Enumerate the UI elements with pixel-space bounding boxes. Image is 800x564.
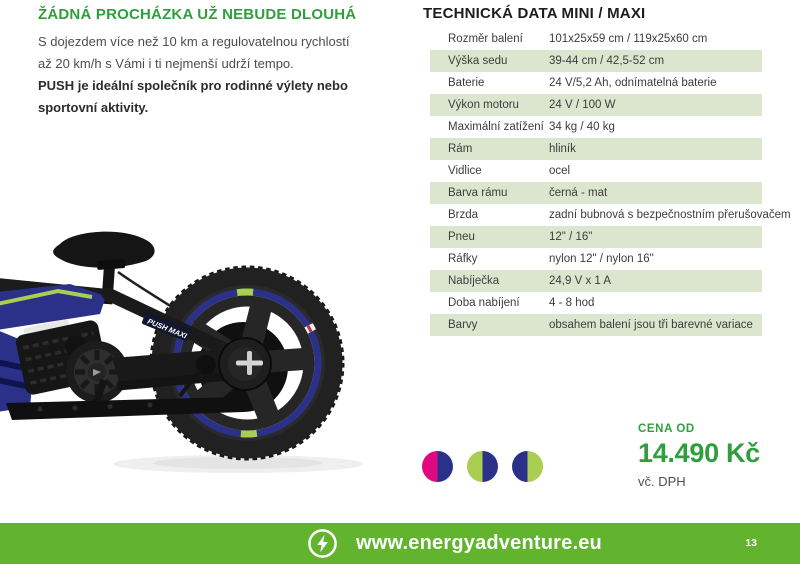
spec-label: Výška sedu [448,55,508,67]
spec-value: 24,9 V x 1 A [549,275,612,287]
spec-value: černá - mat [549,187,608,199]
color-swatch-lime-blue [467,451,498,482]
specs-title: TECHNICKÁ DATA MINI / MAXI [423,5,646,22]
table-row: Nabíječka 24,9 V x 1 A [430,270,762,292]
spec-label: Pneu [448,231,475,243]
table-row: Vidlice ocel [430,160,762,182]
price-label: CENA OD [638,423,695,435]
table-row: Baterie 24 V/5,2 Ah, odnímatelná baterie [430,72,762,94]
website-url[interactable]: www.energyadventure.eu [356,532,602,554]
spec-value: 101x25x59 cm / 119x25x60 cm [549,33,708,45]
table-row: Barva rámu černá - mat [430,182,762,204]
table-row: Doba nabíjení 4 - 8 hod [430,292,762,314]
table-row: Rozměr balení 101x25x59 cm / 119x25x60 cm [430,28,762,50]
spec-label: Barva rámu [448,187,508,199]
spec-label: Výkon motoru [448,99,519,111]
spec-label: Maximální zatížení [448,121,544,133]
spec-label: Barvy [448,319,478,331]
price-vat-note: vč. DPH [638,474,686,489]
spec-value: 39-44 cm / 42,5-52 cm [549,55,665,67]
spec-value: 4 - 8 hod [549,297,595,309]
spec-label: Ráfky [448,253,478,265]
table-row: Barvy obsahem balení jsou tři barevné var… [430,314,762,336]
spec-value: hliník [549,143,576,155]
spec-label: Brzda [448,209,479,221]
color-swatch-magenta-blue [422,451,453,482]
spec-value: zadní bubnová s bezpečnostním přerušovač… [549,209,791,221]
table-row: Výška sedu 39-44 cm / 42,5-52 cm [430,50,762,72]
bike-photo: PUSH MAXI [0,231,363,473]
price-block: CENA OD 14.490 Kč vč. DPH [638,423,760,489]
price-amount: 14.490 Kč [638,438,760,468]
spec-label: Doba nabíjení [448,297,520,309]
intro-paragraph: S dojezdem více než 10 km a regulovateln… [38,31,408,119]
spec-value: 34 kg / 40 kg [549,121,615,133]
spec-label: Vidlice [448,165,482,177]
table-row: Maximální zatížení 34 kg / 40 kg [430,116,762,138]
table-row: Brzda zadní bubnová s bezpečnostním přeru… [430,204,791,226]
spec-value: 12" / 16" [549,231,593,243]
table-row: Ráfky nylon 12" / nylon 16" [430,248,762,270]
intro-line: PUSH je ideální společník pro rodinné vý… [38,78,348,93]
spec-value: nylon 12" / nylon 16" [549,253,654,265]
intro-line: sportovní aktivity. [38,100,149,115]
spec-label: Baterie [448,77,485,89]
swatch-half-left [422,451,438,482]
page-heading: ŽÁDNÁ PROCHÁZKA UŽ NEBUDE DLOUHÁ [38,6,357,23]
swatch-half-right [482,451,498,482]
color-variants [422,451,543,482]
page-number: 13 [745,537,757,549]
spec-value: ocel [549,165,571,177]
spec-value: 24 V / 100 W [549,99,616,111]
swatch-half-left [467,451,483,482]
spec-value: obsahem balení jsou tři barevné variace [549,319,753,331]
table-row: Pneu 12" / 16" [430,226,762,248]
spec-label: Rozměr balení [448,33,523,45]
lightning-icon [308,529,337,558]
specs-table: Rozměr balení 101x25x59 cm / 119x25x60 cm… [430,28,791,336]
swatch-half-left [512,451,528,482]
intro-line: S dojezdem více než 10 km a regulovateln… [38,34,350,49]
table-row: Rám hliník [430,138,762,160]
color-swatch-blue-lime [512,451,543,482]
swatch-half-right [437,451,453,482]
intro-line: až 20 km/h s Vámi i ti nejmenší udrží te… [38,56,294,71]
spec-value: 24 V/5,2 Ah, odnímatelná baterie [549,77,717,89]
swatch-half-right [527,451,543,482]
spec-label: Nabíječka [448,275,500,287]
spec-label: Rám [448,143,473,155]
table-row: Výkon motoru 24 V / 100 W [430,94,762,116]
footer-bar: www.energyadventure.eu 13 [0,523,800,564]
